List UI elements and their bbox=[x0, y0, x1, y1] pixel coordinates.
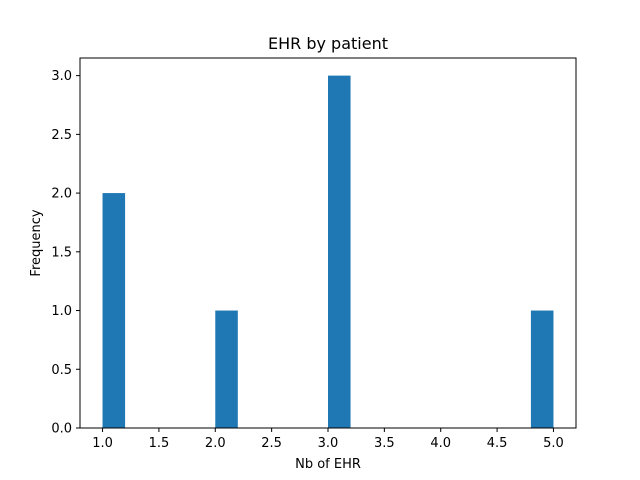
bar-3 bbox=[530, 310, 554, 428]
x-ticks-group: 1.0 1.5 2.0 2.5 3.0 3.5 4.0 4.5 5.0 bbox=[92, 428, 564, 451]
x-tick-label-1: 1.5 bbox=[149, 436, 170, 451]
y-ticks-group: 0.0 0.5 1.0 1.5 2.0 2.5 3.0 bbox=[51, 69, 80, 437]
y-axis-label: Frequency bbox=[29, 209, 44, 276]
x-tick-label-3: 2.5 bbox=[261, 436, 282, 451]
bar-0 bbox=[102, 193, 126, 428]
x-tick-label-5: 3.5 bbox=[374, 436, 395, 451]
y-tick-label-6: 3.0 bbox=[51, 69, 72, 84]
x-tick-label-8: 5.0 bbox=[543, 436, 564, 451]
y-tick-label-3: 1.5 bbox=[51, 245, 72, 260]
y-tick-label-4: 2.0 bbox=[51, 187, 72, 202]
x-tick-label-7: 4.5 bbox=[487, 436, 508, 451]
bars-group bbox=[102, 75, 554, 428]
y-tick-label-5: 2.5 bbox=[51, 128, 72, 143]
x-axis-label: Nb of EHR bbox=[295, 457, 361, 472]
plot-frame bbox=[79, 57, 577, 429]
bar-2 bbox=[328, 75, 351, 428]
x-tick-label-4: 3.0 bbox=[318, 436, 339, 451]
y-tick-label-0: 0.0 bbox=[51, 422, 72, 437]
x-tick-label-6: 4.0 bbox=[430, 436, 451, 451]
bar-1 bbox=[215, 310, 238, 428]
x-tick-label-0: 1.0 bbox=[92, 436, 113, 451]
chart-title: EHR by patient bbox=[268, 34, 388, 53]
x-tick-label-2: 2.0 bbox=[205, 436, 226, 451]
y-tick-label-1: 0.5 bbox=[51, 363, 72, 378]
y-tick-label-2: 1.0 bbox=[51, 304, 72, 319]
